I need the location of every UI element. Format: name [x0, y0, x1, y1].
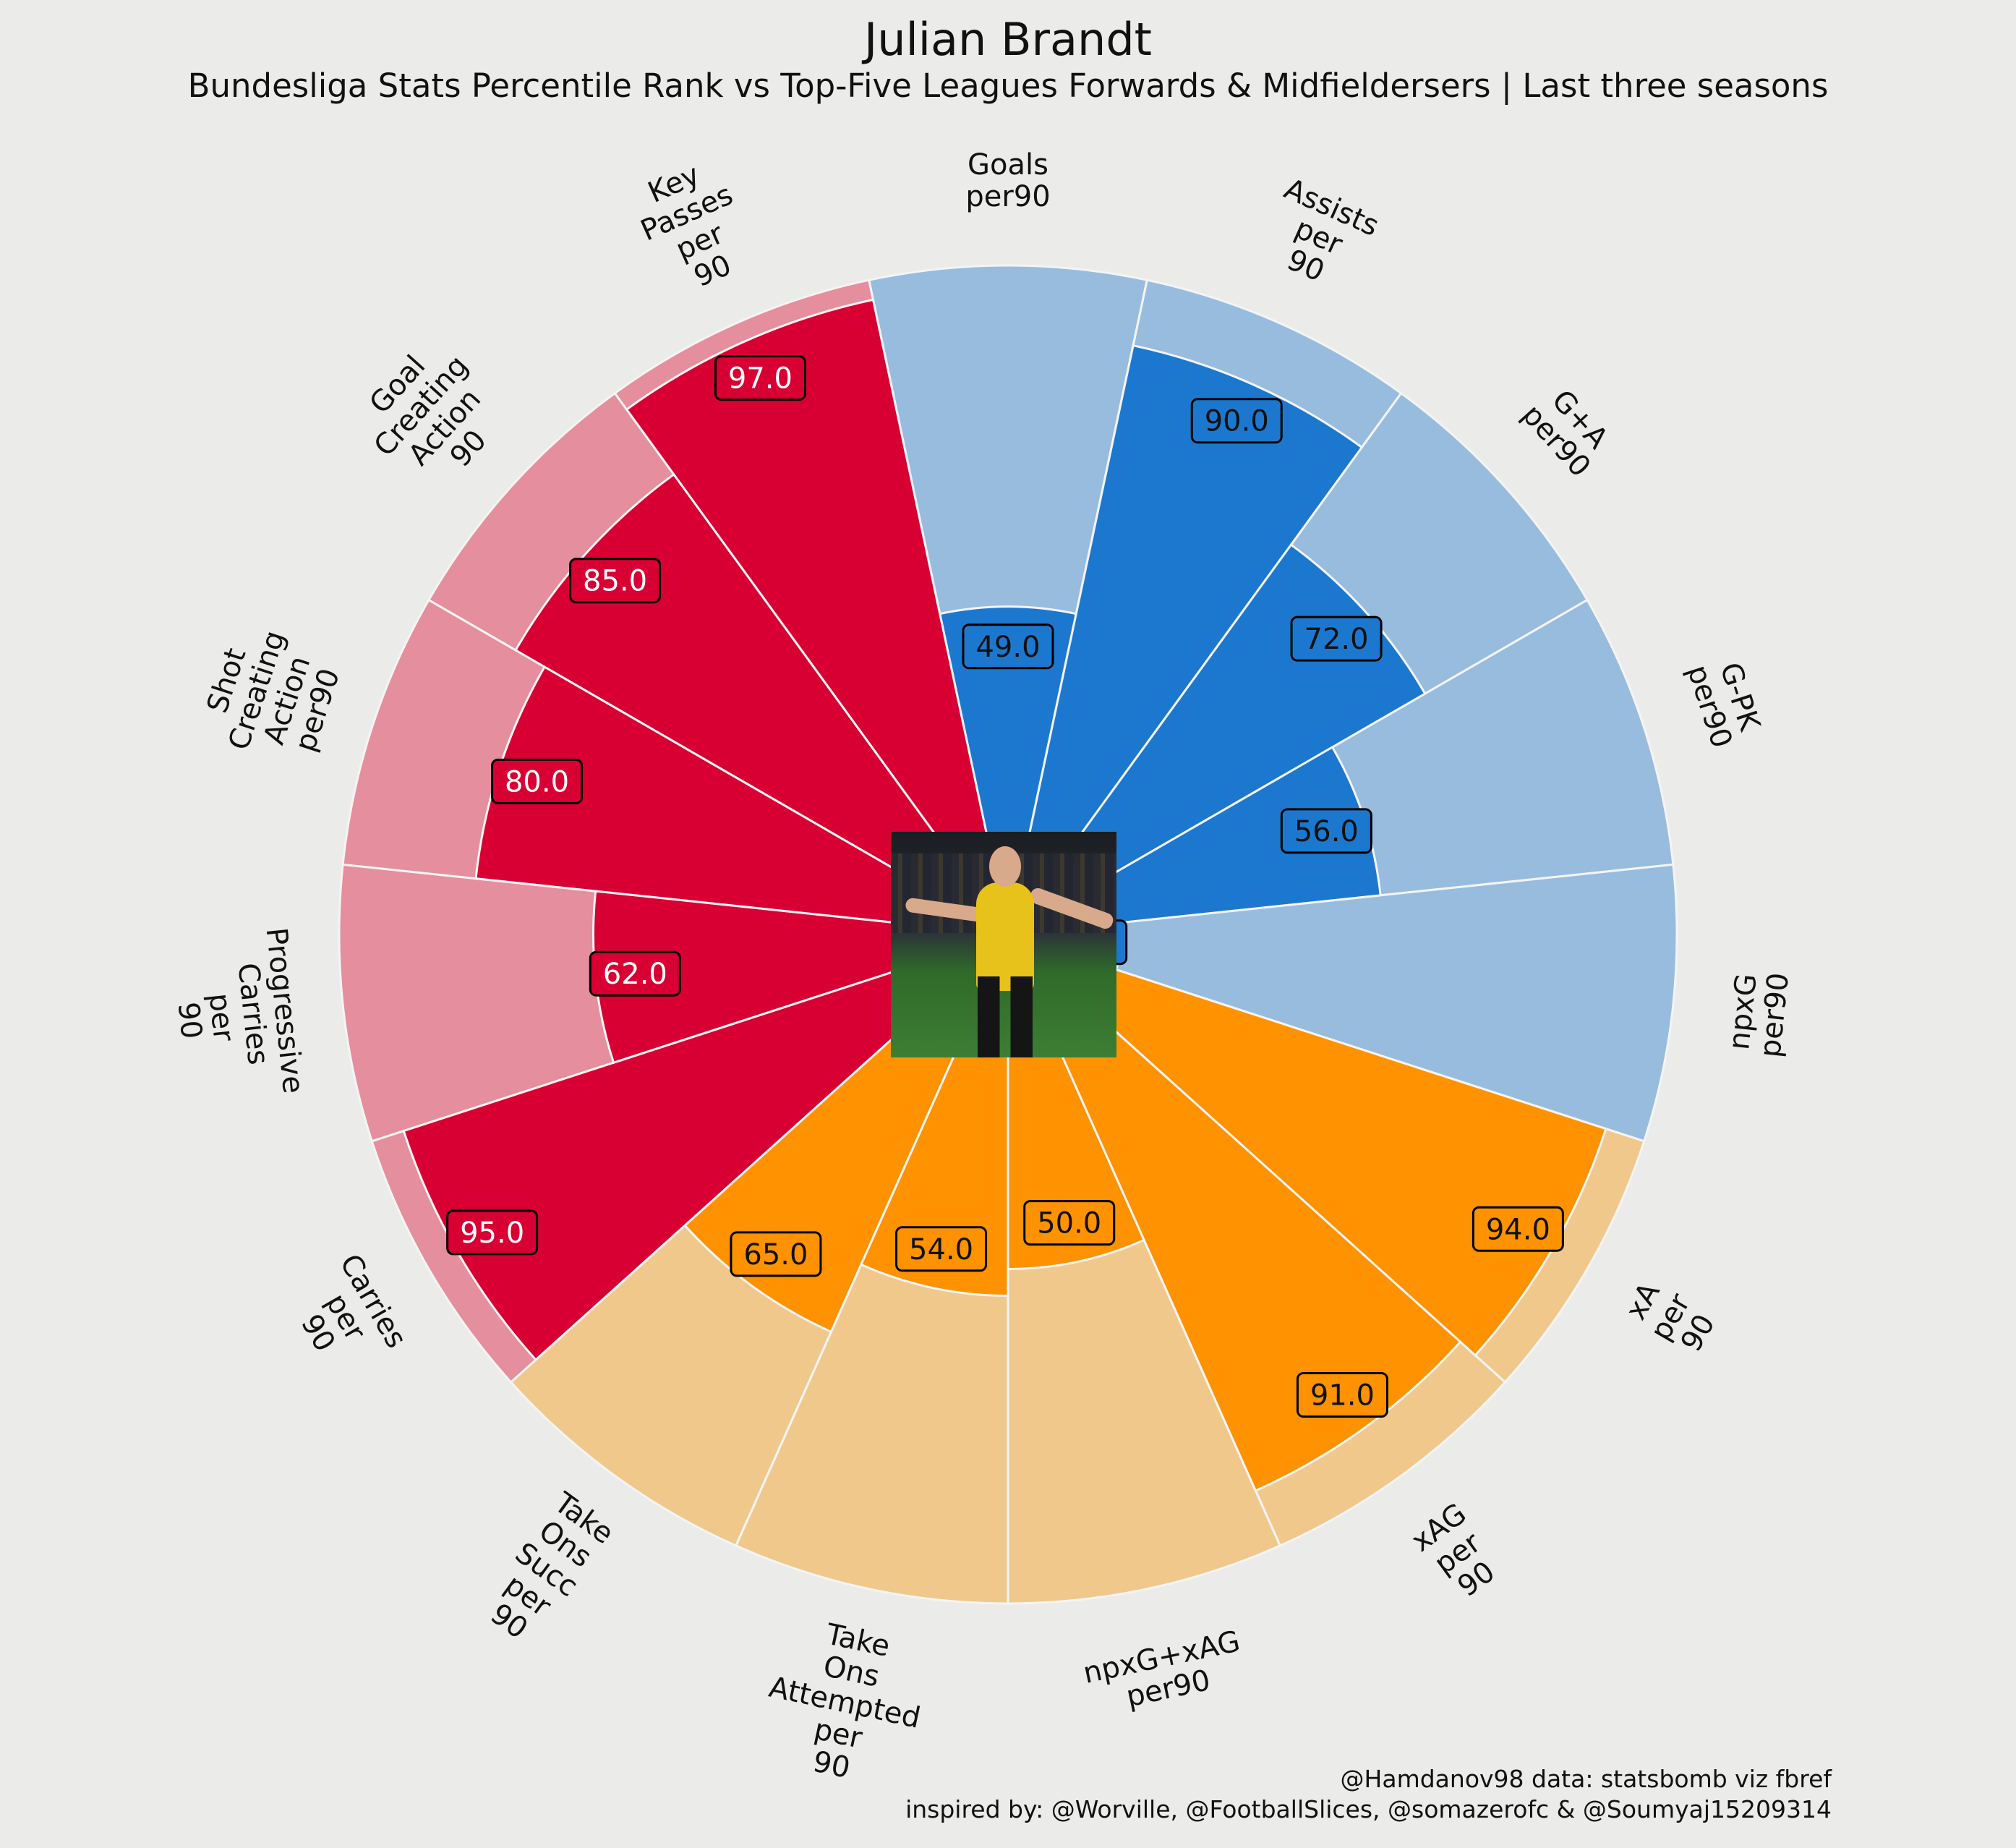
- player-photo: [891, 832, 1116, 1057]
- value-label-g-pk-per90: 56.0: [1280, 808, 1372, 854]
- svg-text:72.0: 72.0: [1304, 623, 1369, 656]
- svg-text:80.0: 80.0: [505, 765, 569, 799]
- svg-text:97.0: 97.0: [728, 362, 793, 396]
- value-labels: 49.090.072.056.017.094.091.050.054.065.0…: [446, 355, 1564, 1418]
- value-label-npxg+xag-per90: 50.0: [1023, 1200, 1116, 1246]
- credit-line: @Hamdanov98 data: statsbomb viz fbref: [1340, 1765, 1832, 1793]
- parameter-label-npxg-per90: npxGper90: [1722, 968, 1795, 1059]
- parameter-label-progressive-carries-per-90: ProgressiveCarriesper90: [164, 926, 309, 1104]
- svg-text:65.0: 65.0: [743, 1238, 808, 1272]
- parameter-label-shot-creating-action-per90: ShotCreatingActionper90: [192, 617, 352, 774]
- svg-text:90.0: 90.0: [1205, 405, 1269, 438]
- value-label-take-ons-succ-per-90: 65.0: [730, 1231, 822, 1277]
- parameter-label-xa-per-90: xAper90: [1617, 1272, 1725, 1362]
- parameter-labels: Goals per90 Assistsper90 G+Aper90 G-PKper90 n…: [164, 148, 1795, 1797]
- parameter-label-xag-per-90: xAGper90: [1406, 1497, 1511, 1610]
- parameter-label-g+a-per90: G+Aper90: [1516, 377, 1620, 483]
- value-label-goal-creating-action-90: 85.0: [569, 558, 662, 604]
- background-wedge-npxg-per90: [1007, 863, 1678, 1143]
- value-wedge-goals-per90: [938, 605, 1078, 935]
- parameter-label-g-pk-per90: G-PKper90: [1680, 651, 1769, 751]
- chart-title: Julian Brandt: [863, 13, 1152, 66]
- value-wedge-key-passes-per-90: [625, 298, 1009, 935]
- value-label-key-passes-per-90: 97.0: [714, 355, 806, 401]
- value-label-carries-per-90: 95.0: [446, 1209, 539, 1256]
- parameter-label-take-ons-succ-per-90: TakeOnsSuccper90: [471, 1485, 621, 1655]
- svg-text:91.0: 91.0: [1310, 1379, 1375, 1412]
- parameter-label-npxg+xag-per90: npxG+xAGper90: [1080, 1625, 1250, 1721]
- parameter-label-goals-per90: Goals per90: [965, 148, 1050, 213]
- parameter-label-carries-per-90: Carriesper90: [278, 1248, 413, 1385]
- svg-text:50.0: 50.0: [1037, 1207, 1101, 1240]
- parameter-label-goal-creating-action-90: GoalCreatingAction90: [344, 328, 522, 506]
- svg-text:56.0: 56.0: [1294, 815, 1359, 848]
- svg-text:85.0: 85.0: [583, 565, 647, 598]
- svg-text:54.0: 54.0: [909, 1233, 973, 1266]
- parameter-label-key-passes-per-90: KeyPassesper90: [623, 149, 764, 306]
- svg-text:94.0: 94.0: [1486, 1213, 1550, 1246]
- svg-text:49.0: 49.0: [975, 631, 1040, 664]
- value-label-xa-per-90: 94.0: [1472, 1206, 1564, 1252]
- value-label-g+a-per90: 72.0: [1290, 616, 1383, 662]
- parameter-label-take-ons-attempted-per-90: TakeOnsAttemptedper90: [753, 1609, 936, 1797]
- value-label-take-ons-attempted-per-90: 54.0: [895, 1226, 988, 1272]
- parameter-label-assists-per-90: Assistsper90: [1253, 172, 1383, 301]
- value-label-goals-per90: 49.0: [962, 623, 1054, 670]
- inspired-by-line: inspired by: @Worville, @FootballSlices,…: [905, 1795, 1832, 1823]
- value-label-progressive-carries-per-90: 62.0: [589, 950, 681, 997]
- chart-subtitle: Bundesliga Stats Percentile Rank vs Top-…: [187, 67, 1829, 105]
- svg-text:62.0: 62.0: [603, 958, 667, 991]
- value-wedge-xag-per-90: [1007, 933, 1462, 1492]
- value-wedge-assists-per-90: [1007, 344, 1364, 935]
- value-label-shot-creating-action-per90: 80.0: [491, 758, 584, 804]
- value-label-xag-per-90: 91.0: [1296, 1371, 1388, 1418]
- svg-text:95.0: 95.0: [460, 1217, 524, 1250]
- background-wedge-goals-per90: [867, 264, 1149, 935]
- value-label-assists-per-90: 90.0: [1190, 398, 1283, 444]
